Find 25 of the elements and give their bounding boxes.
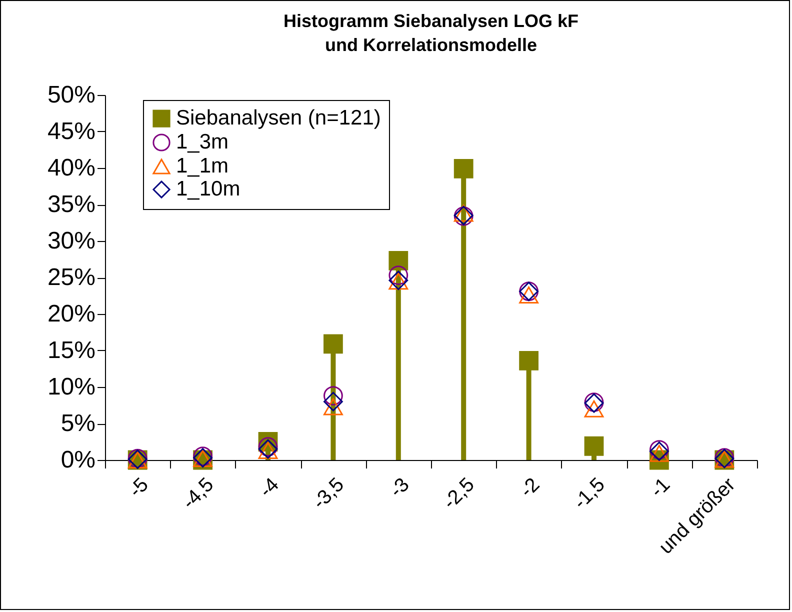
y-tick-label: 50% xyxy=(47,82,96,108)
y-tick-label: 45% xyxy=(47,118,96,145)
y-tick-label: 15% xyxy=(47,337,96,364)
x-tick-label: -3,5 xyxy=(308,474,349,514)
legend-label: 1_1m xyxy=(176,154,229,178)
legend-label: 1_10m xyxy=(176,178,240,200)
y-tick-label: 30% xyxy=(47,228,96,254)
y-tick-label: 35% xyxy=(47,191,96,218)
x-tick-label: -5 xyxy=(124,474,153,502)
x-tick-label: -4,5 xyxy=(178,474,218,514)
x-tick-label: -4 xyxy=(255,474,284,502)
y-tick-label: 25% xyxy=(47,264,96,291)
y-tick-label: 5% xyxy=(60,410,96,437)
y-tick-label: 0% xyxy=(60,446,96,474)
x-tick-label: -1,5 xyxy=(569,474,610,514)
legend-label: 1_3m xyxy=(176,130,229,154)
x-tick-label: -3 xyxy=(386,474,414,502)
y-tick-label: 10% xyxy=(47,374,96,400)
x-tick-label: -1 xyxy=(646,474,675,502)
x-tick-label: -2,5 xyxy=(439,474,479,514)
y-tick-label: 40% xyxy=(47,154,96,182)
legend-label: Siebanalysen (n=121) xyxy=(176,106,381,130)
y-tick-label: 20% xyxy=(47,300,96,328)
x-tick-label: -2 xyxy=(516,474,544,502)
chart-title: Histogramm Siebanalysen LOG kF und Korrelationsmodelle xyxy=(283,11,579,55)
